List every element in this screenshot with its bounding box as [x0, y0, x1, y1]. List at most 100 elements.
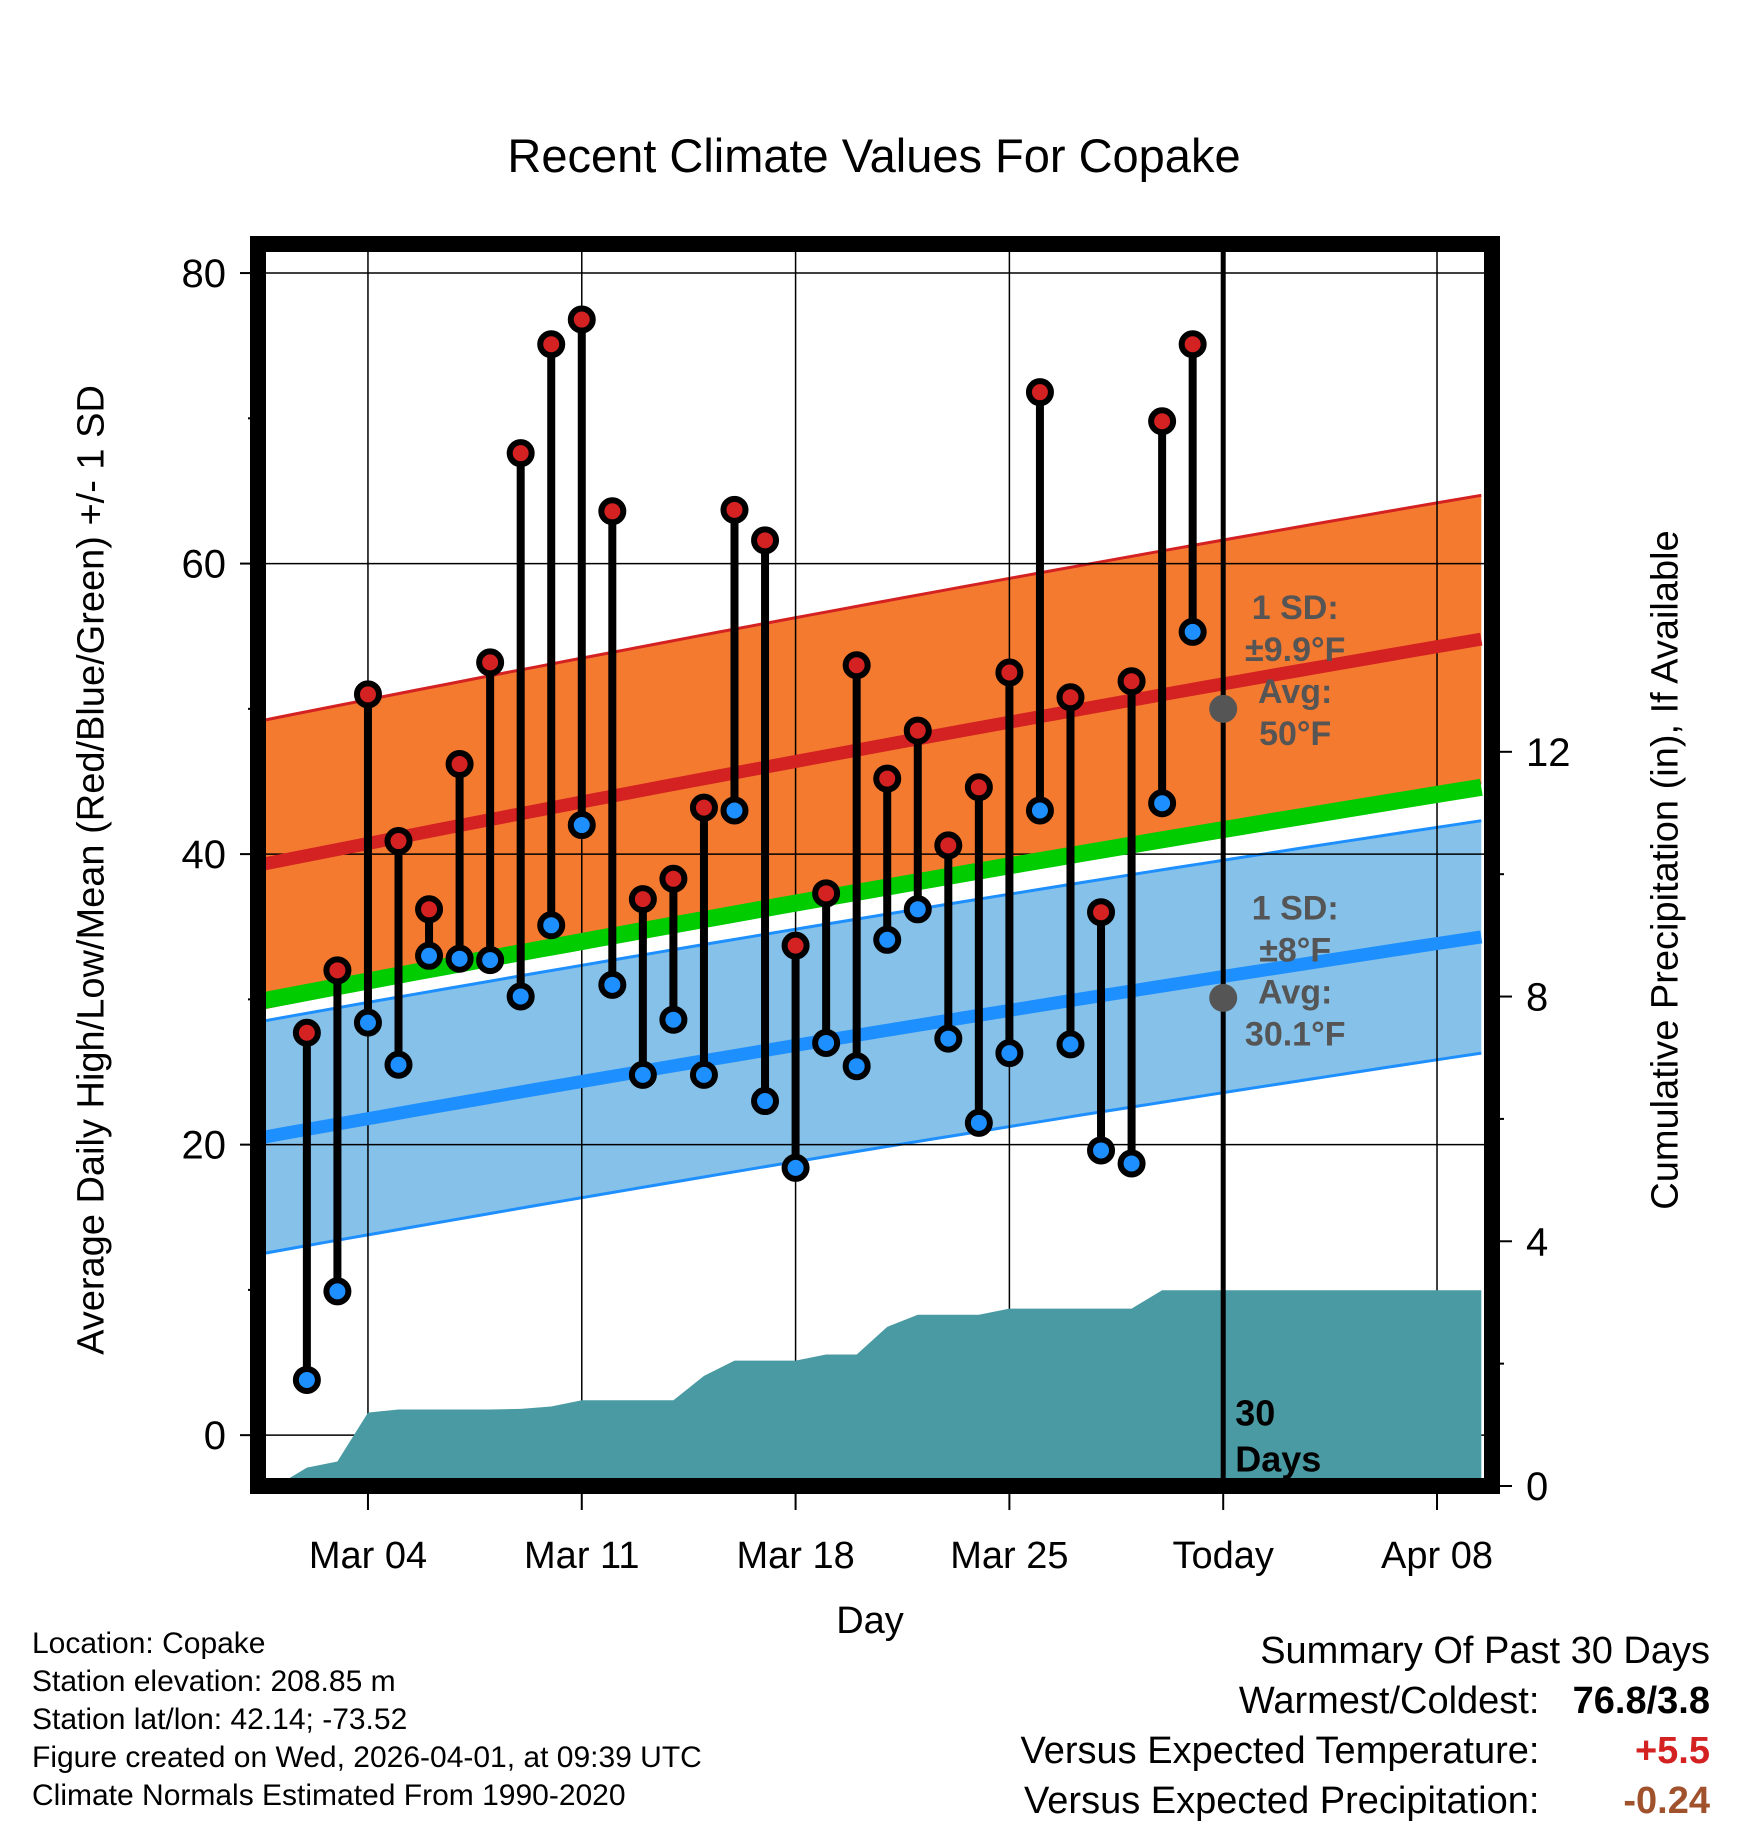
- daily-low-point: [689, 1060, 718, 1089]
- daily-low-point: [1117, 1149, 1146, 1178]
- y2-axis-label: Cumulative Precipitation (in), If Availa…: [1644, 530, 1687, 1210]
- high-sd-label: 1 SD:: [1252, 589, 1339, 627]
- daily-low-point: [598, 970, 627, 999]
- daily-high-point: [537, 330, 566, 359]
- daily-high-point: [812, 879, 841, 908]
- high-sd-upper-edge: [262, 493, 1482, 722]
- daily-high-point: [720, 495, 749, 524]
- summary-precip-value: -0.24: [1623, 1780, 1710, 1822]
- daily-low-point: [1025, 796, 1054, 825]
- daily-low-point: [1056, 1030, 1085, 1059]
- summary-temp-row: Versus Expected Temperature: +5.5: [1021, 1726, 1710, 1776]
- daily-high-point: [628, 885, 657, 914]
- daily-high-point: [384, 827, 413, 856]
- low-avg-label: Avg:: [1258, 973, 1332, 1011]
- y-tick-label: 60: [182, 543, 227, 587]
- daily-low-point: [415, 941, 444, 970]
- summary-temp-value: +5.5: [1634, 1730, 1710, 1772]
- daily-low-point: [292, 1365, 321, 1394]
- daily-high-point: [659, 864, 688, 893]
- low-sd-label: 1 SD:: [1252, 889, 1339, 927]
- x-tick-label: Mar 18: [736, 1535, 854, 1577]
- daily-low-point: [964, 1108, 993, 1137]
- daily-low-point: [1087, 1136, 1116, 1165]
- daily-low-point: [995, 1039, 1024, 1068]
- daily-low-point: [628, 1060, 657, 1089]
- low-normal-line: [261, 930, 1483, 1144]
- daily-high-point: [1117, 667, 1146, 696]
- low-sd-value: ±8°F: [1259, 931, 1331, 969]
- daily-high-point: [445, 750, 474, 779]
- daily-high-point: [842, 651, 871, 680]
- daily-low-point: [903, 895, 932, 924]
- high-avg-dot: [1209, 694, 1238, 723]
- summary-panel: Summary Of Past 30 Days Warmest/Coldest:…: [1021, 1626, 1710, 1826]
- daily-high-point: [903, 716, 932, 745]
- summary-warmest-label: Warmest/Coldest:: [1238, 1680, 1540, 1722]
- precip-area: [262, 1290, 1482, 1486]
- x-axis-label: Day: [836, 1600, 904, 1642]
- daily-low-point: [781, 1153, 810, 1182]
- low-avg-dot: [1209, 983, 1238, 1012]
- summary-temp-label: Versus Expected Temperature:: [1020, 1730, 1540, 1772]
- daily-high-point: [323, 956, 352, 985]
- daily-low-point: [873, 925, 902, 954]
- normals-text: Climate Normals Estimated From 1990-2020: [32, 1779, 626, 1812]
- high-avg-label: Avg:: [1258, 673, 1332, 711]
- daily-high-point: [506, 439, 535, 468]
- low-sd-lower-edge: [262, 1051, 1482, 1256]
- daily-high-point: [1056, 683, 1085, 712]
- y-axis-label: Average Daily High/Low/Mean (Red/Blue/Gr…: [70, 385, 113, 1355]
- y-tick-label: 0: [204, 1414, 226, 1458]
- summary-precip-row: Versus Expected Precipitation: -0.24: [1021, 1776, 1710, 1826]
- station-info: Location: Copake Station elevation: 208.…: [32, 1625, 702, 1815]
- y2-tick-label: 4: [1526, 1220, 1548, 1264]
- daily-high-point: [1178, 330, 1207, 359]
- daily-high-point: [751, 526, 780, 555]
- daily-low-point: [812, 1028, 841, 1057]
- daily-low-point: [506, 982, 535, 1011]
- x-tick-label: Mar 04: [309, 1535, 427, 1577]
- daily-low-point: [751, 1087, 780, 1116]
- chart-title: Recent Climate Values For Copake: [507, 129, 1241, 182]
- low-sd-upper-edge: [262, 819, 1482, 1023]
- today-days-label: 30: [1235, 1392, 1275, 1433]
- daily-high-point: [598, 497, 627, 526]
- daily-low-point: [384, 1050, 413, 1079]
- y-tick-label: 80: [182, 252, 227, 296]
- summary-warmest-value: 76.8/3.8: [1572, 1680, 1710, 1722]
- elevation-text: Station elevation: 208.85 m: [32, 1665, 396, 1698]
- latlon-text: Station lat/lon: 42.14; -73.52: [32, 1703, 408, 1736]
- daily-high-point: [1148, 407, 1177, 436]
- daily-high-point: [873, 764, 902, 793]
- daily-low-point: [567, 811, 596, 840]
- high-avg-value: 50°F: [1259, 715, 1331, 753]
- high-normal-line: [261, 632, 1483, 871]
- daily-high-point: [476, 648, 505, 677]
- y2-tick-label: 8: [1526, 976, 1548, 1020]
- daily-high-point: [292, 1018, 321, 1047]
- daily-high-point: [415, 895, 444, 924]
- location-text: Location: Copake: [32, 1627, 266, 1660]
- daily-low-point: [445, 944, 474, 973]
- x-tick-label: Mar 25: [950, 1535, 1068, 1577]
- daily-low-point: [1148, 789, 1177, 818]
- summary-warmest-row: Warmest/Coldest: 76.8/3.8: [1021, 1676, 1710, 1726]
- today-days-label: Days: [1235, 1438, 1321, 1479]
- daily-high-point: [934, 831, 963, 860]
- daily-high-point: [995, 658, 1024, 687]
- daily-high-point: [964, 773, 993, 802]
- x-tick-label: Mar 11: [524, 1535, 639, 1577]
- daily-low-point: [323, 1277, 352, 1306]
- summary-heading: Summary Of Past 30 Days: [1260, 1630, 1710, 1672]
- daily-low-point: [476, 946, 505, 975]
- high-sd-value: ±9.9°F: [1245, 631, 1345, 669]
- y2-tick-label: 0: [1526, 1465, 1548, 1509]
- daily-low-point: [720, 796, 749, 825]
- daily-low-point: [659, 1005, 688, 1034]
- daily-low-point: [1178, 617, 1207, 646]
- daily-low-point: [934, 1024, 963, 1053]
- y-tick-label: 20: [182, 1124, 227, 1168]
- daily-low-point: [842, 1052, 871, 1081]
